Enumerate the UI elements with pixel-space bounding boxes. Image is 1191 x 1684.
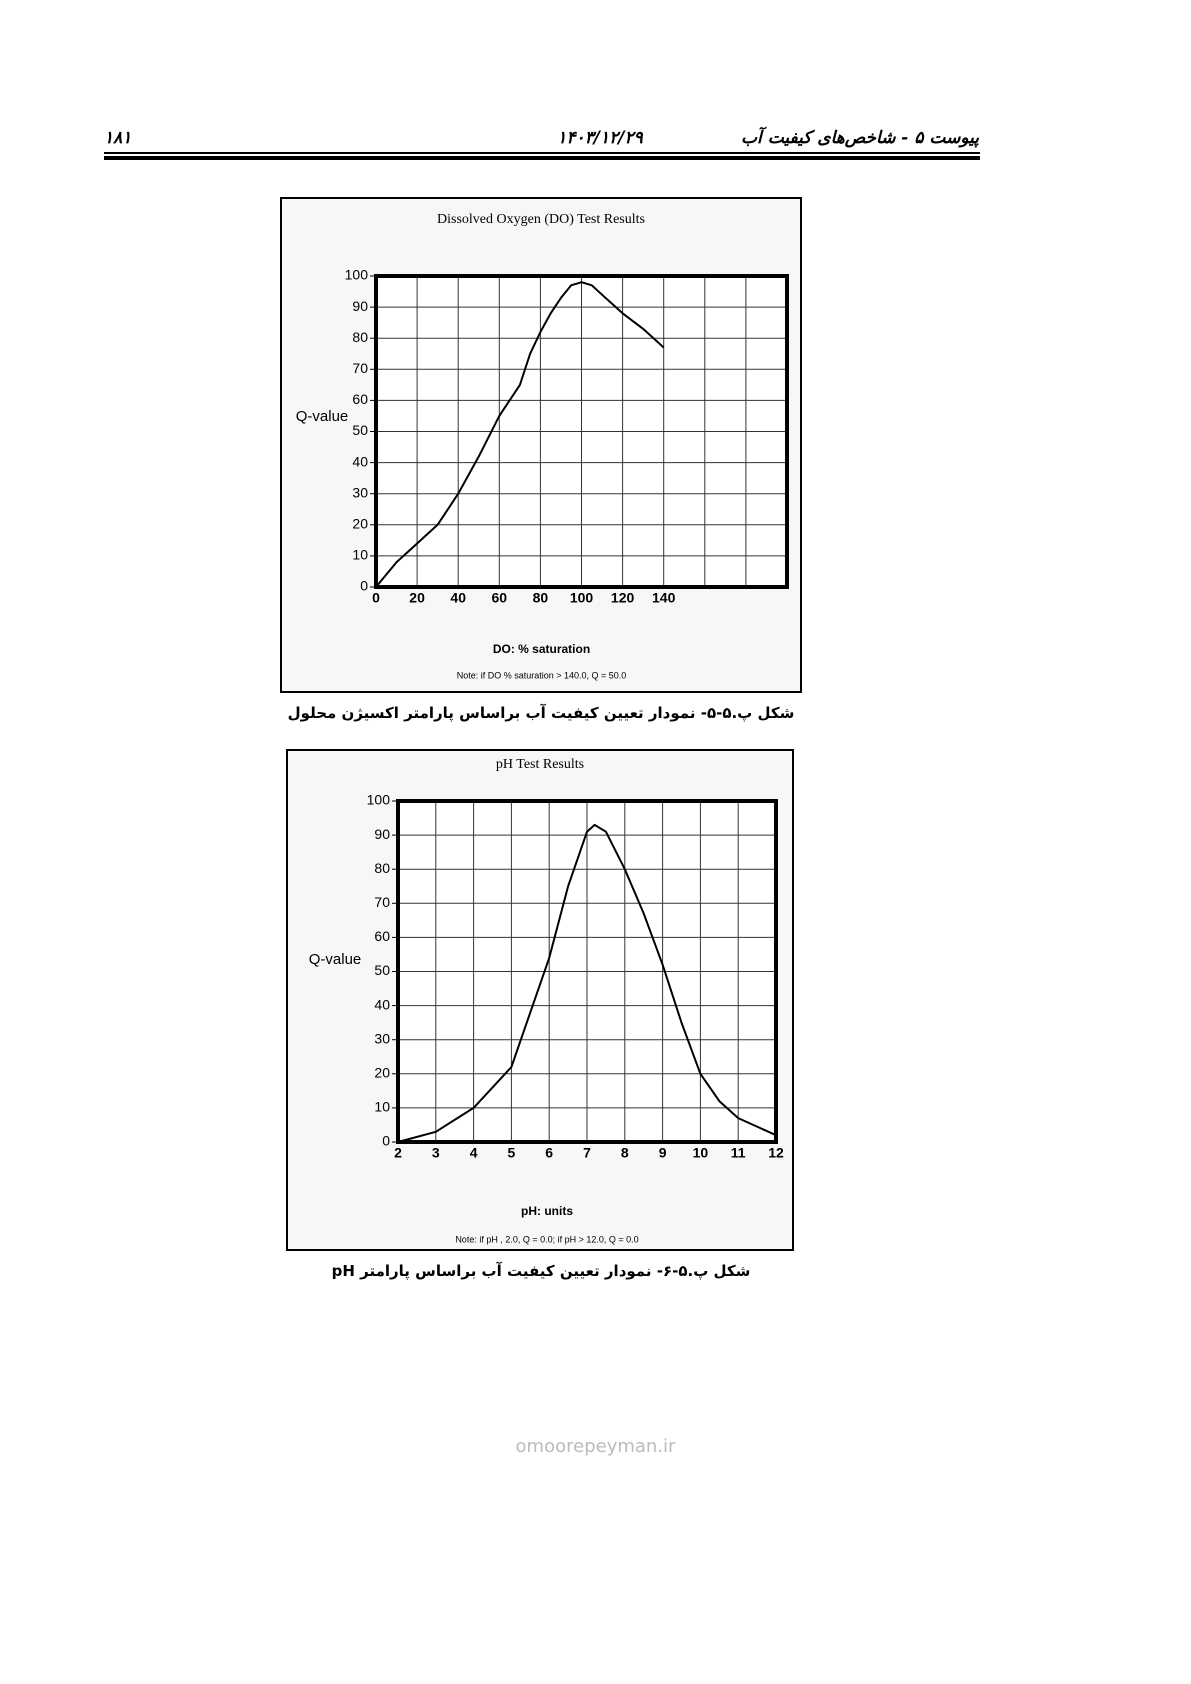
curve — [397, 823, 777, 1143]
x-axis-label: pH: units — [521, 1204, 573, 1218]
x-tick-label: 40 — [450, 590, 466, 606]
y-tick-label: 0 — [360, 578, 368, 594]
x-tick-label: 11 — [731, 1145, 746, 1161]
y-tick-label: 10 — [374, 1099, 390, 1115]
y-tick-label: 20 — [352, 516, 368, 532]
y-tick-label: 70 — [352, 360, 368, 376]
y-tick-label: 100 — [367, 792, 391, 808]
y-tick-label: 60 — [374, 928, 390, 944]
y-axis-label: Q-value — [309, 951, 362, 968]
x-tick-label: 20 — [409, 590, 425, 606]
y-tick-label: 10 — [352, 547, 368, 563]
x-tick-label: 120 — [611, 590, 635, 606]
x-tick-label: 100 — [570, 590, 594, 606]
y-tick-label: 30 — [352, 484, 368, 500]
date: ۱۴۰۳/۱۲/۲۹ — [557, 128, 643, 148]
x-axis-label: DO: % saturation — [493, 642, 590, 656]
x-tick-label: 8 — [621, 1145, 629, 1161]
rule — [104, 152, 980, 154]
header-title: پیوست ۵ - شاخص‌های کیفیت آب — [741, 128, 979, 148]
x-tick-label: 2 — [394, 1145, 402, 1161]
y-axis-label: Q-value — [296, 408, 349, 425]
y-tick-label: 20 — [374, 1065, 390, 1081]
x-tick-label: 4 — [470, 1145, 478, 1161]
y-tick-label: 80 — [374, 860, 390, 876]
x-tick-label: 6 — [545, 1145, 553, 1161]
y-tick-label: 40 — [374, 996, 390, 1012]
x-tick-label: 12 — [768, 1145, 784, 1161]
plot-border — [396, 799, 778, 1144]
y-tick-label: 50 — [374, 962, 390, 978]
rule — [104, 156, 980, 160]
x-tick-label: 5 — [508, 1145, 516, 1161]
plot-border — [374, 274, 789, 589]
caption: شکل پ.۵-۶- نمودار تعیین کیفیت آب براساس … — [331, 1262, 751, 1280]
y-tick-label: 90 — [352, 298, 368, 314]
x-tick-label: 60 — [492, 590, 508, 606]
x-tick-label: 9 — [659, 1145, 667, 1161]
y-tick-label: 30 — [374, 1030, 390, 1046]
y-tick-label: 100 — [345, 267, 369, 283]
y-tick-label: 50 — [352, 422, 368, 438]
x-tick-label: 10 — [693, 1145, 709, 1161]
page-number: ۱۸۱ — [104, 128, 132, 148]
x-tick-label: 3 — [432, 1145, 440, 1161]
y-tick-label: 60 — [352, 391, 368, 407]
y-tick-label: 70 — [374, 894, 390, 910]
chart-title: pH Test Results — [496, 757, 584, 772]
y-tick-label: 0 — [382, 1133, 390, 1149]
y-tick-label: 80 — [352, 329, 368, 345]
note: Note: if pH , 2.0, Q = 0.0; if pH > 12.0… — [455, 1234, 638, 1244]
watermark: omoorepeyman.ir — [515, 1436, 676, 1457]
note: Note: if DO % saturation > 140.0, Q = 50… — [457, 670, 627, 680]
chart-title: Dissolved Oxygen (DO) Test Results — [437, 212, 645, 227]
y-tick-label: 90 — [374, 826, 390, 842]
y-tick-label: 40 — [352, 453, 368, 469]
x-tick-label: 7 — [583, 1145, 591, 1161]
x-tick-label: 0 — [372, 590, 380, 606]
caption: شکل پ.۵-۵- نمودار تعیین کیفیت آب براساس … — [287, 704, 795, 722]
x-tick-label: 140 — [652, 590, 676, 606]
x-tick-label: 80 — [533, 590, 549, 606]
curve — [375, 281, 665, 588]
